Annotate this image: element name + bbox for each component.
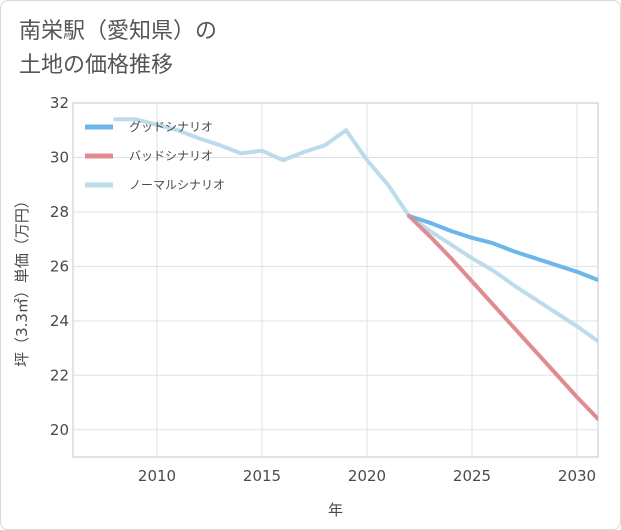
chart-title-line-2: 土地の価格推移 <box>19 53 174 78</box>
x-axis-title: 年 <box>328 501 343 519</box>
y-tick-label: 32 <box>50 94 69 112</box>
y-tick-labels: 20 22 24 26 28 30 32 <box>50 94 69 439</box>
x-tick-label: 2030 <box>558 467 596 485</box>
chart-title: 南栄駅（愛知県）の 土地の価格推移 <box>19 15 217 83</box>
x-tick-label: 2025 <box>453 467 491 485</box>
y-tick-label: 28 <box>50 203 69 221</box>
series-line-1 <box>407 214 598 421</box>
y-tick-label: 20 <box>50 421 69 439</box>
x-tick-label: 2020 <box>348 467 386 485</box>
legend-label: グッドシナリオ <box>129 120 213 134</box>
series-lines <box>113 117 598 421</box>
series-line-0 <box>407 214 598 282</box>
chart-title-line-1: 南栄駅（愛知県）の <box>19 19 218 44</box>
y-tick-label: 26 <box>50 257 69 275</box>
series-line-2 <box>113 117 598 344</box>
y-tick-label: 22 <box>50 366 69 384</box>
x-tick-label: 2015 <box>243 467 281 485</box>
x-tick-label: 2010 <box>138 467 176 485</box>
legend-label: バッドシナリオ <box>129 149 213 163</box>
legend-label: ノーマルシナリオ <box>129 178 225 192</box>
y-axis-title: 坪（3.3㎡）単価（万円） <box>13 193 31 367</box>
y-tick-label: 24 <box>50 312 69 330</box>
y-tick-label: 30 <box>50 148 69 166</box>
x-tick-labels: 2010 2015 2020 2025 2030 <box>138 467 596 485</box>
